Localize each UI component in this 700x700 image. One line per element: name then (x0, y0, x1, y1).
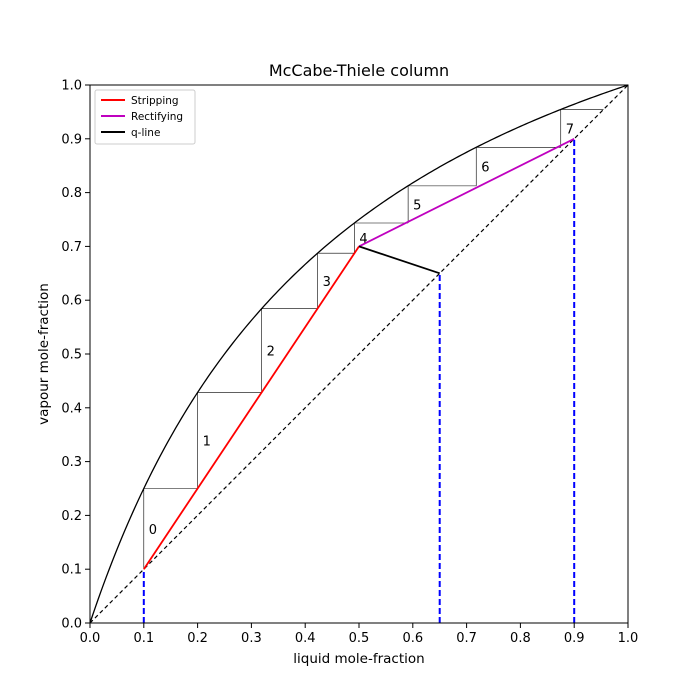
y-tick-label-5: 0.5 (61, 348, 82, 363)
legend-label-q-line: q-line (131, 127, 160, 139)
legend-label-stripping: Stripping (131, 95, 179, 107)
y-tick-label-3: 0.3 (61, 455, 82, 470)
stage-label-0: 0 (149, 523, 157, 538)
y-tick-label-7: 0.7 (61, 240, 82, 255)
plot-area: 0 1 2 3 4 5 6 7 0.0 0.1 0.2 0.3 0.4 0.5 0.6 0.7 0.8 0.9 1.… (61, 79, 638, 647)
stage-label-4: 4 (359, 232, 367, 247)
x-tick-label-1: 0.1 (133, 631, 154, 646)
x-tick-label-7: 0.7 (456, 631, 477, 646)
series-line-q-line (358, 245, 440, 275)
x-tick-label-10: 1.0 (618, 631, 639, 646)
series-line-rectifying (358, 137, 575, 248)
y-tick-label-10: 1.0 (61, 79, 82, 94)
stage-label-2: 2 (267, 344, 275, 359)
diagonal-line (89, 84, 629, 624)
y-tick-label-2: 0.2 (61, 509, 82, 524)
x-tick-label-4: 0.4 (295, 631, 316, 646)
legend-box (94, 89, 196, 145)
y-tick-label-6: 0.6 (61, 294, 82, 309)
x-tick-label-9: 0.9 (564, 631, 585, 646)
x-tick-label-8: 0.8 (510, 631, 531, 646)
stage-label-5: 5 (413, 198, 421, 213)
series-line-stripping (143, 245, 360, 570)
y-axis-label: vapour mole-fraction (36, 283, 52, 425)
x-tick-label-0: 0.0 (80, 631, 101, 646)
y-tick-label-4: 0.4 (61, 401, 82, 416)
x-axis-label: liquid mole-fraction (293, 651, 424, 667)
chart-title: McCabe-Thiele column (269, 61, 449, 80)
y-tick-label-8: 0.8 (61, 186, 82, 201)
stage-label-1: 1 (203, 434, 211, 449)
x-tick-label-6: 0.6 (402, 631, 423, 646)
x-tick-label-2: 0.2 (187, 631, 208, 646)
x-tick-label-5: 0.5 (349, 631, 370, 646)
x-tick-label-3: 0.3 (241, 631, 262, 646)
stage-label-6: 6 (481, 161, 489, 176)
stage-label-7: 7 (566, 122, 574, 137)
y-tick-label-1: 0.1 (61, 563, 82, 578)
legend-label-rectifying: Rectifying (131, 111, 183, 123)
equilibrium-curve (89, 84, 629, 624)
y-tick-label-9: 0.9 (61, 132, 82, 147)
stage-label-3: 3 (323, 275, 331, 290)
y-tick-label-0: 0.0 (61, 617, 82, 632)
